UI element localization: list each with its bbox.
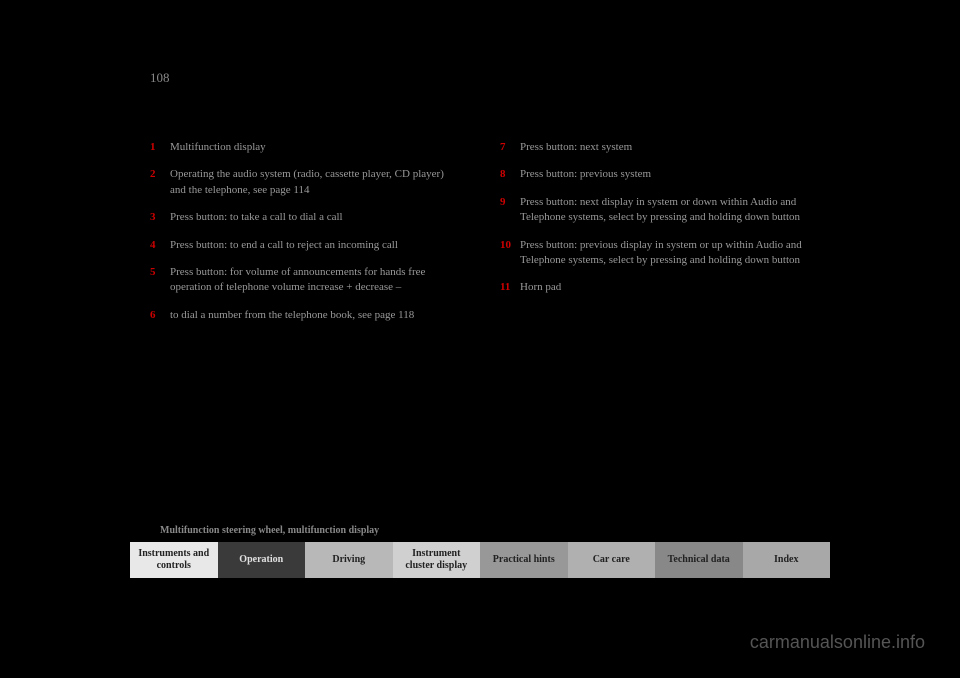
nav-tab[interactable]: Car care — [568, 542, 656, 578]
list-item: 5Press button: for volume of announcemen… — [150, 265, 460, 296]
item-number: 4 — [150, 238, 170, 253]
item-text: to dial a number from the telephone book… — [170, 308, 414, 323]
item-number: 2 — [150, 167, 170, 198]
list-item: 6to dial a number from the telephone boo… — [150, 308, 460, 323]
nav-tab[interactable]: Index — [743, 542, 831, 578]
left-column: 1Multifunction display2Operating the aud… — [150, 140, 460, 335]
item-text: Press button: previous display in system… — [520, 238, 810, 269]
item-text: Press button: to end a call to reject an… — [170, 238, 398, 253]
item-text: Press button: previous system — [520, 167, 651, 182]
item-number: 3 — [150, 210, 170, 225]
item-number: 7 — [500, 140, 520, 155]
nav-tab[interactable]: Operation — [218, 542, 306, 578]
list-item: 1Multifunction display — [150, 140, 460, 155]
item-number: 11 — [500, 280, 520, 295]
content-columns: 1Multifunction display2Operating the aud… — [150, 140, 810, 335]
right-column: 7Press button: next system8Press button:… — [500, 140, 810, 335]
item-text: Press button: next display in system or … — [520, 195, 810, 226]
item-text: Press button: next system — [520, 140, 632, 155]
item-text: Press button: to take a call to dial a c… — [170, 210, 343, 225]
section-title: Multifunction steering wheel, multifunct… — [160, 525, 830, 536]
item-text: Press button: for volume of announcement… — [170, 265, 460, 296]
item-number: 10 — [500, 238, 520, 269]
list-item: 10Press button: previous display in syst… — [500, 238, 810, 269]
list-item: 3Press button: to take a call to dial a … — [150, 210, 460, 225]
nav-tab[interactable]: Instrument cluster display — [393, 542, 481, 578]
item-number: 8 — [500, 167, 520, 182]
item-text: Horn pad — [520, 280, 561, 295]
item-number: 1 — [150, 140, 170, 155]
list-item: 9Press button: next display in system or… — [500, 195, 810, 226]
nav-tab[interactable]: Driving — [305, 542, 393, 578]
item-number: 6 — [150, 308, 170, 323]
list-item: 4Press button: to end a call to reject a… — [150, 238, 460, 253]
item-text: Multifunction display — [170, 140, 266, 155]
item-text: Operating the audio system (radio, casse… — [170, 167, 460, 198]
watermark: carmanualsonline.info — [750, 632, 925, 653]
list-item: 7Press button: next system — [500, 140, 810, 155]
page-content: 1Multifunction display2Operating the aud… — [0, 70, 960, 335]
list-item: 8Press button: previous system — [500, 167, 810, 182]
nav-tab[interactable]: Instruments and controls — [130, 542, 218, 578]
list-item: 2Operating the audio system (radio, cass… — [150, 167, 460, 198]
footer-section: Multifunction steering wheel, multifunct… — [130, 525, 830, 578]
nav-tab[interactable]: Practical hints — [480, 542, 568, 578]
nav-tab[interactable]: Technical data — [655, 542, 743, 578]
item-number: 5 — [150, 265, 170, 296]
item-number: 9 — [500, 195, 520, 226]
tab-bar: Instruments and controlsOperationDriving… — [130, 542, 830, 578]
list-item: 11Horn pad — [500, 280, 810, 295]
